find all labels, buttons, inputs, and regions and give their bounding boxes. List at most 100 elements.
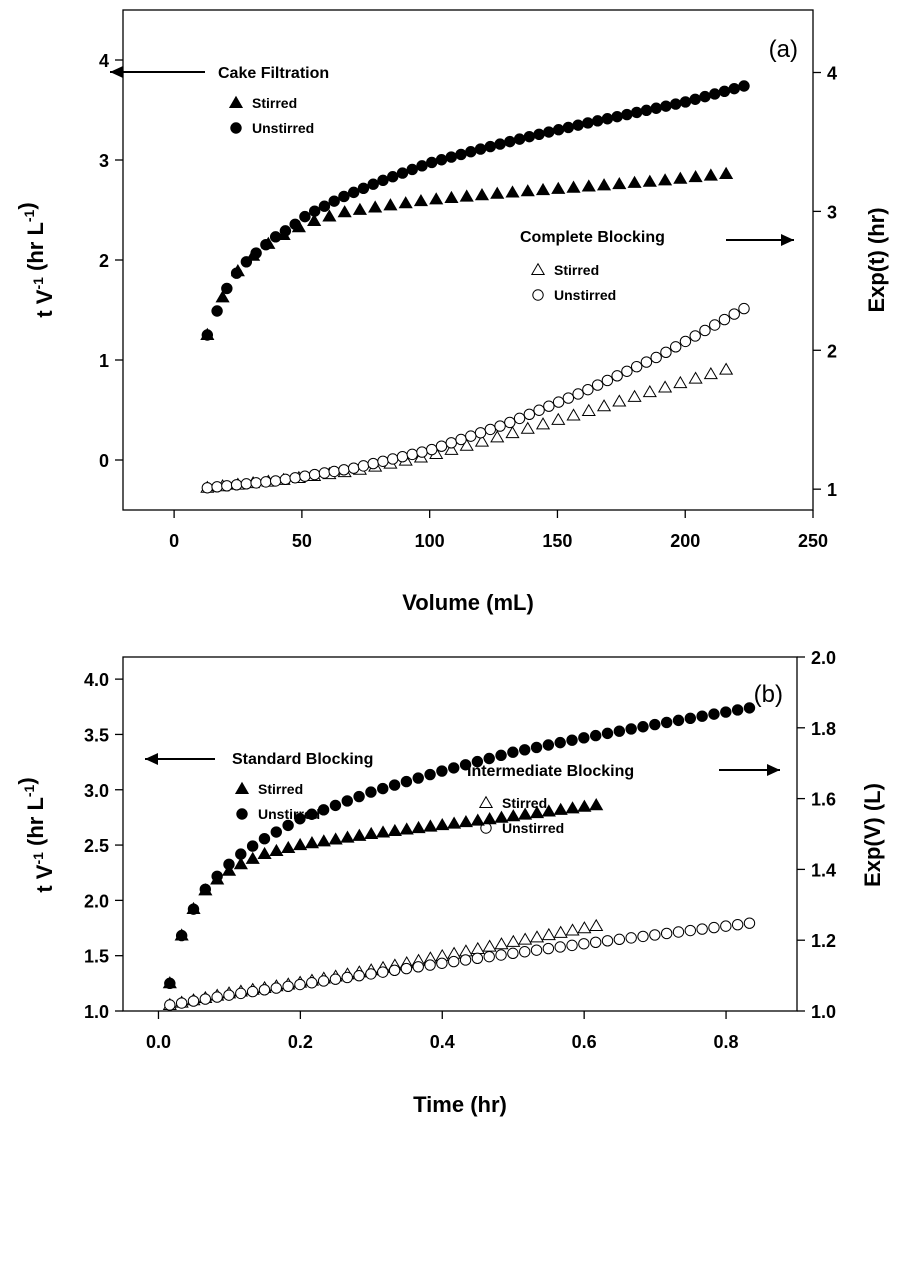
superscript: -1 [30,852,46,865]
data-point [436,765,448,777]
data-point [612,394,627,407]
label-part: (hr L [23,222,48,277]
data-point [613,725,626,737]
data-point [484,423,497,436]
data-point [455,433,467,446]
data-point [718,85,731,98]
data-point [365,968,377,980]
data-point [211,305,223,317]
data-point [738,80,750,92]
data-point [551,412,566,425]
x-tick-label: 0.4 [430,1032,455,1052]
data-point [246,840,259,852]
data-point [445,437,457,449]
data-point [494,138,506,150]
data-point [572,388,584,400]
data-point [494,420,506,432]
data-point [377,174,389,187]
data-point [484,140,497,153]
data-point [445,151,457,163]
data-point [260,476,272,488]
data-point [308,468,321,481]
data-point [282,819,294,832]
data-point [416,446,428,458]
data-point [530,741,543,754]
data-point [353,969,365,982]
data-point [699,324,711,337]
y-right-tick-label: 1 [827,480,837,500]
data-point [377,782,389,795]
data-point [201,329,214,341]
data-point [459,759,472,771]
data-point [554,736,566,749]
data-point [289,218,301,230]
data-point [566,734,578,746]
data-point [529,930,545,943]
data-point [642,174,657,187]
data-point [505,426,520,439]
x-tick-label: 100 [415,531,445,551]
data-point [435,154,448,166]
data-point [743,917,756,929]
data-point [367,178,379,190]
axis-arrow-left-head [110,66,123,78]
data-point [368,200,383,213]
y-right-tick-label: 1.6 [811,790,836,810]
data-point [658,380,673,393]
data-point [577,799,592,812]
data-point [465,146,477,158]
data-point [731,918,744,931]
data-point [308,205,321,217]
data-point [250,247,262,259]
label-part: ) [14,777,39,784]
y-left-tick-label: 3.0 [84,781,109,801]
data-point [357,460,370,472]
data-point [513,133,526,145]
x-tick-label: 50 [292,531,312,551]
data-point [411,820,426,834]
data-point [270,982,282,994]
data-point [640,356,653,368]
data-point [383,198,398,211]
panel-label: (b) [754,681,783,708]
data-point [504,135,516,148]
data-point [455,148,467,161]
right-group-annotation: Intermediate Blocking Stirred Unstirred [467,763,780,836]
x-tick-label: 0.0 [146,1032,171,1052]
legend-marker-open-circle [532,289,544,301]
data-point [279,225,292,237]
data-point [582,383,594,396]
data-point [582,117,594,129]
data-point [505,185,520,198]
data-point [490,186,505,199]
legend-label: Unstirred [502,820,564,836]
data-point [649,929,661,941]
data-point [201,482,214,494]
series-left-stirred [200,166,734,340]
data-point [235,848,247,860]
y-right-axis-label: Exp(V) (L) [860,783,885,887]
axis-arrow-left-head [145,753,158,765]
plot-frame [122,656,798,1012]
y-right-tick-label: 1.2 [811,931,836,951]
series-left-unstirred [164,702,756,990]
data-point [221,282,233,295]
data-point [513,412,526,425]
data-point [413,193,429,207]
data-point [240,478,253,490]
data-point [720,706,732,718]
data-point [611,370,623,382]
superscript: -1 [21,784,37,797]
data-point [448,762,460,774]
data-point [483,752,495,765]
data-point [471,755,484,768]
data-point [459,954,472,966]
data-point [341,971,353,984]
data-point [679,96,692,108]
y-right-axis-label: Exp(t) (hr) [864,207,889,312]
data-point [317,804,330,816]
data-point [519,744,531,756]
data-point [552,396,565,408]
data-point [688,170,703,183]
legend-marker-filled-circle [230,122,242,134]
